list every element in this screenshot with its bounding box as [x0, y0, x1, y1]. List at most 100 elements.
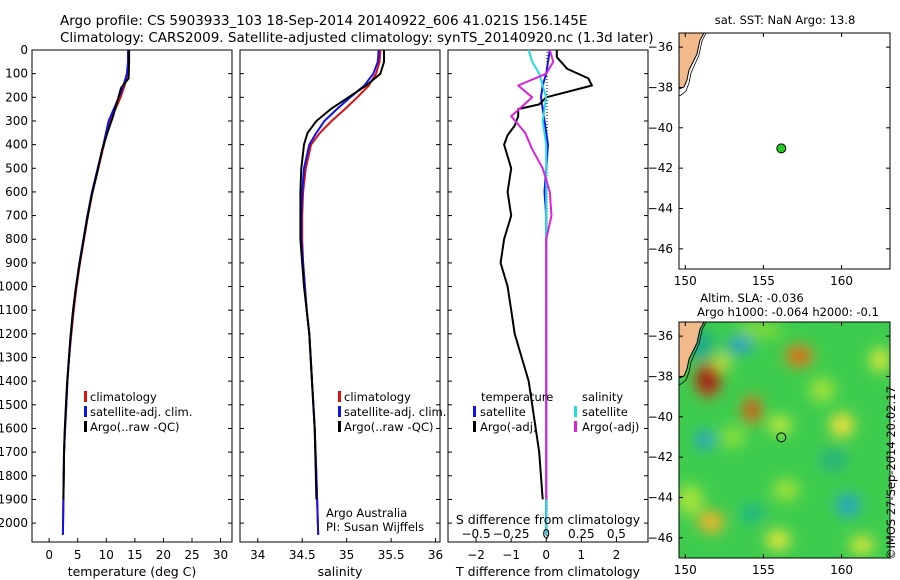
anomaly-blob: [738, 322, 782, 339]
temperature-plot-frame: [31, 49, 233, 543]
legend-entry: Argo(..raw -QC): [90, 420, 180, 434]
y-tick-label: −46: [648, 242, 673, 256]
y-tick-label: −38: [648, 369, 673, 383]
sst-map-ticks: 150 155 160 −36 −38 −40 −42 −44 −46: [648, 33, 890, 288]
y-tick-label: −42: [648, 450, 673, 464]
sla-map-ticks: 150 155 160 −36 −38 −40 −42 −44 −46: [648, 322, 890, 577]
y-tick-label: 1200: [0, 327, 28, 341]
anomaly-blob: [768, 416, 792, 434]
legend-swatch-temp-satellite: [473, 406, 476, 417]
y-tick-label: −38: [648, 80, 673, 94]
sla-anomaly-field: [679, 322, 890, 554]
argo-float-marker: [776, 432, 787, 443]
anomaly-blob: [850, 536, 874, 554]
sla-map-frame: [678, 321, 891, 559]
y-tick-label: 1600: [0, 421, 28, 435]
sla-map-subtitle: Argo h1000: -0.064 h2000: -0.1: [697, 305, 879, 319]
y-tick-label: −36: [648, 40, 673, 54]
anomaly-blob: [721, 427, 745, 447]
temperature-panel: 0 5 10 15 20 25 300100200300400500600700800900…: [0, 43, 233, 579]
y-tick-label: −40: [648, 121, 673, 135]
sst-map-title: sat. SST: NaN Argo: 13.8: [715, 13, 856, 27]
y-tick-label: −40: [648, 410, 673, 424]
salinity-series: [299, 49, 385, 535]
coastline-outline: [679, 322, 707, 386]
s-difference-axis-label: S difference from climatology: [456, 512, 641, 527]
x-tick-label: 36: [428, 548, 443, 562]
legend-swatch-climatology: [84, 391, 87, 402]
x-tick-label: 160: [830, 563, 853, 577]
legend-entry: satellite: [480, 405, 526, 419]
temperature-series: [61, 50, 131, 535]
y-tick-label: 1800: [0, 469, 28, 483]
x-tick-label: 1: [578, 548, 586, 562]
x-tick-label-secondary: 0.5: [607, 527, 626, 541]
legend-entry: satellite-adj. clim.: [90, 405, 192, 419]
legend-entry: Argo(-adj): [582, 420, 639, 434]
land-coast: [679, 322, 705, 379]
difference-panel: −2 −1 0 1 2 −0.5 −0.25 0 0.25 0.5 S difference fr…: [447, 49, 649, 579]
y-tick-label: −44: [648, 201, 673, 215]
x-tick-label: 15: [127, 548, 142, 562]
y-tick-label: 300: [5, 114, 28, 128]
y-tick-label: 200: [5, 90, 28, 104]
figure-title-line2: Climatology: CARS2009. Satellite-adjuste…: [60, 30, 653, 46]
sla-map-title: Altim. SLA: -0.036: [700, 291, 804, 305]
difference-ticks: −2 −1 0 1 2 −0.5 −0.25 0 0.25 0.5: [448, 49, 648, 562]
y-tick-label: 400: [5, 138, 28, 152]
y-tick-label: 1400: [0, 374, 28, 388]
x-tick-label: −2: [467, 548, 485, 562]
y-tick-label: 1700: [0, 445, 28, 459]
x-tick-label: −1: [502, 548, 520, 562]
x-tick-label-secondary: −0.25: [493, 527, 530, 541]
y-tick-label: 2000: [0, 516, 28, 530]
y-tick-label: 900: [5, 256, 28, 270]
x-tick-label: 155: [752, 274, 775, 288]
legend-swatch-argo: [84, 421, 87, 432]
y-tick-label: 700: [5, 209, 28, 223]
credit-pi: PI: Susan Wijffels: [326, 520, 424, 534]
argo-float-marker: [776, 143, 787, 154]
legend-entry: satellite: [582, 405, 628, 419]
legend-swatch-temp-argo: [473, 421, 476, 432]
land-coast: [678, 32, 705, 90]
difference-legend: temperature salinity satellite Argo(-adj…: [473, 390, 639, 434]
x-tick-label: 20: [156, 548, 171, 562]
salinity-axis-label: salinity: [318, 564, 363, 579]
x-tick-label: 34.5: [289, 548, 316, 562]
y-tick-label: −44: [648, 490, 673, 504]
anomaly-blob: [727, 336, 753, 354]
legend-swatch-sal-satellite: [574, 406, 577, 417]
x-tick-label: 30: [213, 548, 228, 562]
series-line: [62, 50, 131, 500]
legend-title-temperature: temperature: [481, 390, 553, 404]
anomaly-blob: [700, 371, 716, 389]
y-tick-label: 800: [5, 232, 28, 246]
y-tick-label: 1500: [0, 398, 28, 412]
anomaly-blob: [870, 348, 890, 372]
difference-series: [499, 49, 593, 535]
t-difference-axis-label: T difference from climatology: [455, 564, 641, 579]
legend-title-salinity: salinity: [582, 390, 623, 404]
x-tick-label: 35.5: [378, 548, 405, 562]
salinity-ticks: 34 34.5 35 35.5 36: [240, 49, 443, 562]
figure-title-line1: Argo profile: CS 5903933_103 18-Sep-2014…: [60, 13, 587, 29]
x-tick-label: 25: [184, 548, 199, 562]
anomaly-blob: [819, 448, 847, 472]
credit-org: Argo Australia: [326, 506, 407, 520]
legend-swatch-argo: [338, 421, 341, 432]
salinity-panel: 34 34.5 35 35.5 36 salinity climatology sate…: [239, 49, 446, 579]
sla-map-panel: Altim. SLA: -0.036 Argo h1000: -0.064 h2…: [648, 291, 898, 577]
salinity-legend: climatology satellite-adj. clim. Argo(..…: [338, 390, 446, 434]
anomaly-blob: [809, 378, 835, 402]
x-tick-label-secondary: −0.5: [461, 527, 490, 541]
legend-entry: climatology: [90, 390, 157, 404]
difference-plot-frame: [447, 49, 649, 543]
x-tick-label: 34: [250, 548, 265, 562]
legend-entry: Argo(-adj): [480, 420, 537, 434]
x-tick-label: 10: [99, 548, 114, 562]
anomaly-blob: [740, 504, 764, 522]
anomaly-blob: [695, 430, 715, 450]
y-tick-label: 1300: [0, 351, 28, 365]
imos-timestamp: ©IMOS 27-Sep-2014 20:02:17: [884, 386, 898, 560]
